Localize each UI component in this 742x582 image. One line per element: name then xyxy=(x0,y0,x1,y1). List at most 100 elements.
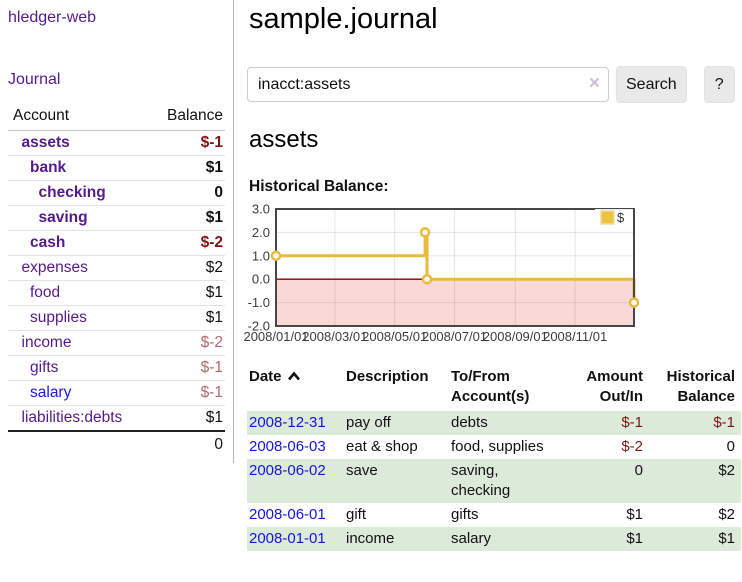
nav-journal-link[interactable]: Journal xyxy=(8,71,61,88)
register-date-link[interactable]: 2008-06-01 xyxy=(249,506,326,523)
account-balance: $2 xyxy=(147,255,225,281)
account-name-cell: salary xyxy=(8,380,148,406)
register-amount: $-2 xyxy=(621,438,643,455)
account-link[interactable]: bank xyxy=(30,159,67,176)
account-row: assets $-1 xyxy=(8,130,225,156)
sort-ascending-icon xyxy=(287,371,300,381)
register-date-link[interactable]: 2008-06-03 xyxy=(249,438,326,455)
search-input-wrapper: × xyxy=(247,67,609,102)
account-heading: assets xyxy=(249,126,319,153)
register-row: 2008-06-02 save saving, checking 0 $2 xyxy=(247,459,741,503)
register-balance: $2 xyxy=(718,462,735,479)
account-link[interactable]: checking xyxy=(38,184,106,201)
search-button[interactable]: Search xyxy=(616,66,687,103)
account-row: checking 0 xyxy=(8,180,225,206)
svg-text:-1.0: -1.0 xyxy=(248,295,270,310)
date-header-label: Date xyxy=(249,368,282,385)
brand-link[interactable]: hledger-web xyxy=(8,9,97,26)
accounts-column-header: To/From Account(s) xyxy=(451,368,530,405)
register-date-cell: 2008-06-03 xyxy=(247,435,344,459)
account-balance: $-2 xyxy=(147,230,225,256)
account-balance: $-1 xyxy=(147,355,225,381)
register-accounts: saving, checking xyxy=(451,462,511,499)
account-balance: $1 xyxy=(147,305,225,331)
account-link[interactable]: liabilities:debts xyxy=(21,409,123,426)
help-button[interactable]: ? xyxy=(703,66,735,103)
account-link[interactable]: supplies xyxy=(30,309,87,326)
account-name-cell: checking xyxy=(8,180,148,206)
register-accounts: salary xyxy=(451,530,492,547)
svg-text:2.0: 2.0 xyxy=(252,225,270,240)
amount-column-header: Amount Out/In xyxy=(586,368,643,405)
sidebar: hledger-web Journal Account Balance asse… xyxy=(0,0,234,463)
account-row: saving $1 xyxy=(8,205,225,231)
account-link[interactable]: cash xyxy=(30,234,66,251)
account-balance: $1 xyxy=(147,405,225,432)
account-balance: $1 xyxy=(147,280,225,306)
app-layout: hledger-web Journal Account Balance asse… xyxy=(0,0,742,551)
account-name-cell: cash xyxy=(8,230,148,256)
account-name-cell: supplies xyxy=(8,305,148,331)
search-input[interactable] xyxy=(247,67,609,102)
register-description: eat & shop xyxy=(346,438,418,455)
register-date-cell: 2008-01-01 xyxy=(247,527,344,551)
account-row: income $-2 xyxy=(8,330,225,356)
register-description: gift xyxy=(346,506,367,523)
account-row: bank $1 xyxy=(8,155,225,181)
svg-text:$: $ xyxy=(617,210,625,225)
account-link[interactable]: saving xyxy=(38,209,88,226)
account-link[interactable]: income xyxy=(21,334,72,351)
accounts-table-header-row: Account Balance xyxy=(8,103,225,131)
page-title: sample.journal xyxy=(249,3,438,35)
svg-text:2008/05/01: 2008/05/01 xyxy=(362,329,427,344)
svg-text:-2.0: -2.0 xyxy=(248,319,270,334)
svg-text:2008/11/01: 2008/11/01 xyxy=(543,329,607,344)
register-amount: $1 xyxy=(626,530,643,547)
description-column-header: Description xyxy=(346,368,429,385)
register-balance: $1 xyxy=(718,530,735,547)
svg-text:1.0: 1.0 xyxy=(252,248,270,263)
account-row: food $1 xyxy=(8,280,225,306)
register-amount: $-1 xyxy=(621,414,643,431)
register-row: 2008-01-01 income salary $1 $1 xyxy=(247,527,741,551)
account-name-cell: bank xyxy=(8,155,148,181)
register-balance: $2 xyxy=(718,506,735,523)
account-balance: $-1 xyxy=(147,130,225,156)
account-row: salary $-1 xyxy=(8,380,225,406)
register-header-row: Date Description To/From Account(s) Amou… xyxy=(247,364,741,411)
register-row: 2008-06-01 gift gifts $1 $2 xyxy=(247,503,741,527)
svg-text:2008/03/01: 2008/03/01 xyxy=(302,329,367,344)
date-column-header: Date xyxy=(247,364,344,411)
accounts-table: Account Balance assets $-1 bank $1 checking 0… xyxy=(8,103,225,457)
account-link[interactable]: expenses xyxy=(21,259,88,276)
register-date-cell: 2008-12-31 xyxy=(247,411,344,435)
account-balance: $1 xyxy=(147,155,225,181)
account-link[interactable]: food xyxy=(30,284,61,301)
search-form: × Search ? xyxy=(247,66,742,103)
account-link[interactable]: assets xyxy=(21,134,70,151)
register-amount: 0 xyxy=(634,462,643,479)
accounts-total-spacer xyxy=(8,430,148,457)
register-date-link[interactable]: 2008-12-31 xyxy=(249,414,326,431)
chart-title: Historical Balance: xyxy=(249,178,389,195)
register-amount: $1 xyxy=(626,506,643,523)
account-row: supplies $1 xyxy=(8,305,225,331)
account-name-cell: gifts xyxy=(8,355,148,381)
register-table: Date Description To/From Account(s) Amou… xyxy=(247,364,741,551)
svg-text:2008/09/01: 2008/09/01 xyxy=(483,329,548,344)
register-date-link[interactable]: 2008-01-01 xyxy=(249,530,326,547)
account-name-cell: saving xyxy=(8,205,148,231)
account-link[interactable]: salary xyxy=(30,384,72,401)
svg-text:2008/01/01: 2008/01/01 xyxy=(243,329,308,344)
account-row: gifts $-1 xyxy=(8,355,225,381)
svg-text:2008/07/01: 2008/07/01 xyxy=(422,329,487,344)
clear-search-icon[interactable]: × xyxy=(588,73,600,94)
register-accounts: debts xyxy=(451,414,488,431)
account-link[interactable]: gifts xyxy=(30,359,59,376)
register-date-link[interactable]: 2008-06-02 xyxy=(249,462,326,479)
register-row: 2008-06-03 eat & shop food, supplies $-2 0 xyxy=(247,435,741,459)
register-balance: 0 xyxy=(726,438,735,455)
account-row: cash $-2 xyxy=(8,230,225,256)
register-description: pay off xyxy=(346,414,391,431)
register-accounts: food, supplies xyxy=(451,438,544,455)
